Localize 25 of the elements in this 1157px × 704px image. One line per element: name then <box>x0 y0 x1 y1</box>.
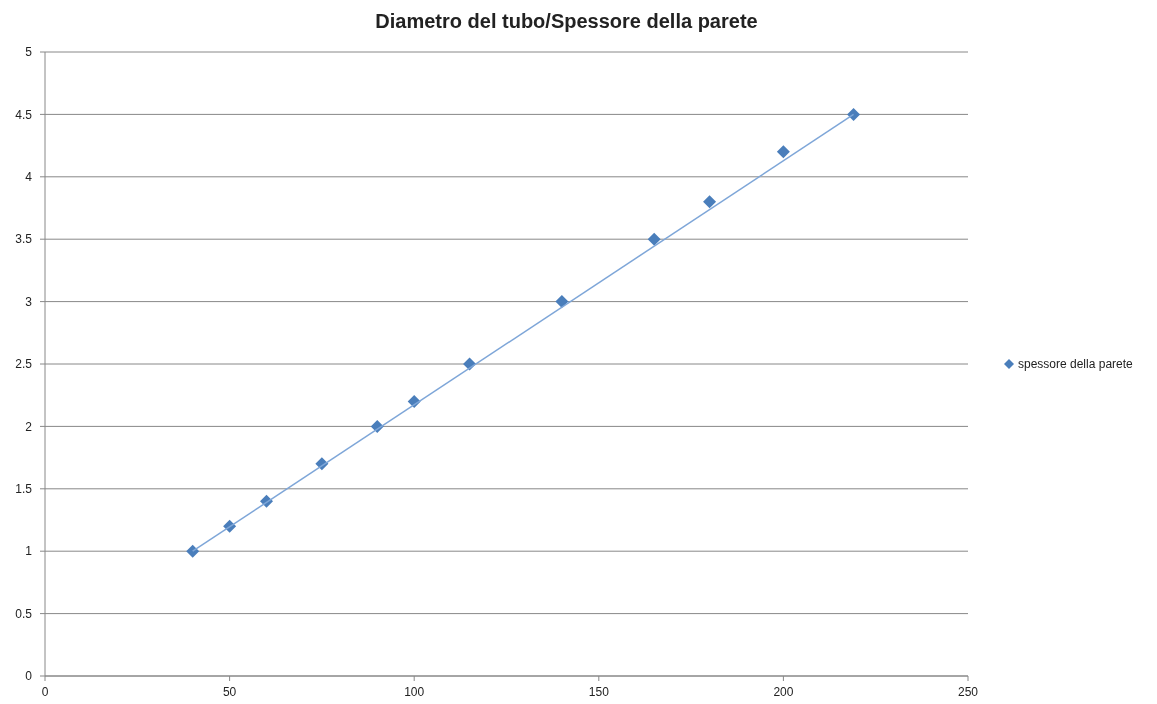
y-tick-label: 5 <box>25 45 33 60</box>
x-tick-label: 200 <box>773 685 794 699</box>
point <box>555 295 569 309</box>
point <box>703 195 717 209</box>
x-tick-label: 100 <box>404 685 425 699</box>
y-tick-label: 2 <box>25 419 33 434</box>
point <box>647 232 661 246</box>
x-tick-label: 0 <box>41 685 49 699</box>
x-tick-label: 50 <box>222 685 237 699</box>
chart-title: Diametro del tubo/Spessore della parete <box>375 10 758 32</box>
y-tick-label: 3.5 <box>15 232 33 247</box>
y-tick-label: 4.5 <box>15 107 33 122</box>
point <box>186 544 200 558</box>
point <box>847 107 861 121</box>
y-tick-label: 1 <box>25 544 33 559</box>
y-tick-label: 1.5 <box>15 482 33 496</box>
y-tick-label: 0.5 <box>15 606 33 621</box>
point <box>776 145 790 159</box>
x-tick-label: 150 <box>588 685 610 699</box>
y-tick-label: 2.5 <box>15 357 33 372</box>
y-tick-label: 0 <box>25 669 33 684</box>
legend-label: spessore della parete <box>1018 357 1134 372</box>
y-tick-label: 3 <box>25 294 33 309</box>
x-tick-label: 250 <box>957 685 979 699</box>
y-tick-label: 4 <box>25 170 33 184</box>
